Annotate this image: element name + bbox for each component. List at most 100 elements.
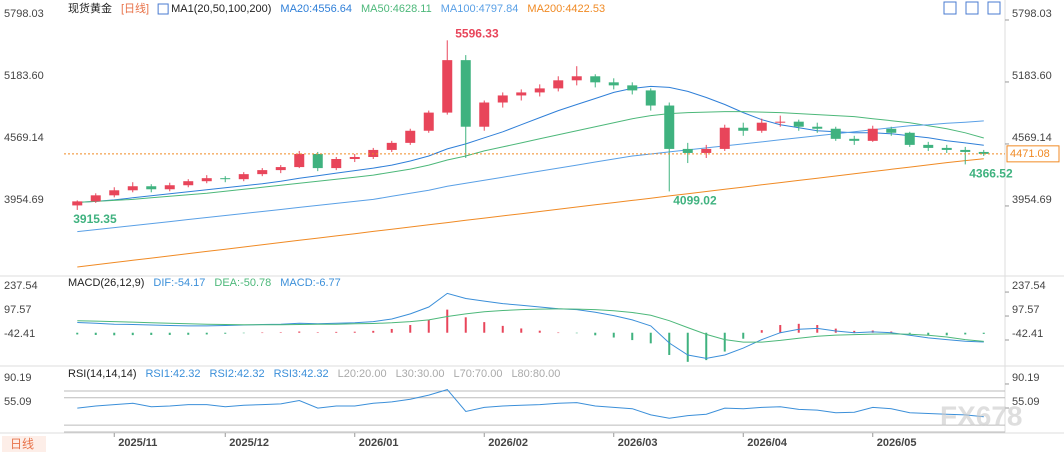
- legend-text: L20:20.00: [338, 368, 387, 380]
- legend-text: MA200:4422.53: [527, 3, 605, 15]
- candle-body: [793, 121, 804, 127]
- macd-bar: [538, 330, 541, 333]
- y-tick-label: 5183.60: [4, 70, 44, 82]
- y-tick-label: 90.19: [4, 372, 32, 384]
- candle-body: [386, 142, 397, 150]
- candle-body: [201, 178, 212, 182]
- candle-body: [812, 126, 823, 129]
- y-tick-label: 55.09: [4, 396, 32, 408]
- macd-bar: [390, 328, 393, 333]
- candle-body: [978, 151, 989, 154]
- y-tick-label: 5798.03: [1012, 8, 1052, 20]
- y-tick-label: -42.41: [4, 328, 35, 340]
- macd-bar: [187, 332, 190, 335]
- series-line: [77, 292, 984, 359]
- y-tick-label: 55.09: [1012, 396, 1040, 408]
- series-line: [77, 111, 984, 203]
- tool-button[interactable]: [965, 1, 979, 15]
- legend-text: DIF:-54.17: [153, 277, 205, 289]
- candle-body: [590, 76, 601, 83]
- candle-body: [516, 92, 527, 96]
- candle-body: [312, 153, 323, 169]
- macd-bar: [779, 325, 782, 333]
- macd-bar: [335, 331, 338, 333]
- candle-body: [830, 128, 841, 139]
- indicator-icon: [157, 3, 169, 15]
- x-tick-label: 2026/01: [359, 437, 399, 449]
- legend-text: MA100:4797.84: [441, 3, 519, 15]
- watermark: FX678: [940, 400, 1023, 431]
- y-tick-label: -42.41: [1012, 328, 1043, 340]
- macd-bar: [927, 332, 930, 336]
- macd-bar: [520, 328, 523, 333]
- candle-body: [442, 60, 453, 113]
- candle-body: [627, 85, 638, 91]
- macd-bar: [113, 332, 116, 336]
- macd-bar: [668, 332, 671, 355]
- candle-body: [127, 186, 138, 191]
- macd-bar: [853, 330, 856, 333]
- candle-body: [756, 122, 767, 131]
- candle-body: [534, 88, 545, 93]
- macd-bar: [409, 325, 412, 333]
- macd-bar: [631, 332, 634, 341]
- macd-bar: [446, 309, 449, 333]
- macd-bar: [372, 330, 375, 333]
- legend-text: MA1(20,50,100,200): [171, 3, 271, 15]
- macd-bar: [427, 319, 430, 333]
- legend-text: RSI3:42.32: [274, 368, 329, 380]
- candle-body: [405, 130, 416, 143]
- candle-body: [775, 121, 786, 123]
- macd-bar: [279, 332, 282, 333]
- legend-text: RSI1:42.32: [145, 368, 200, 380]
- candle-body: [220, 178, 231, 180]
- period-button[interactable]: 日线: [10, 437, 34, 451]
- candle-body: [904, 132, 915, 145]
- tool-button[interactable]: [943, 1, 957, 15]
- macd-bar: [982, 332, 985, 334]
- y-tick-label: 5798.03: [4, 8, 44, 20]
- macd-bar: [686, 332, 689, 362]
- macd-bar: [501, 325, 504, 333]
- x-tick-label: 2025/11: [118, 437, 157, 449]
- macd-bar: [649, 332, 652, 344]
- macd-bar: [168, 332, 171, 335]
- macd-bar: [224, 332, 227, 334]
- candle-body: [571, 76, 582, 81]
- macd-bar: [612, 332, 615, 338]
- low-annotation: 4099.02: [673, 194, 717, 208]
- series-line: [77, 308, 984, 343]
- legend-text: MACD(26,12,9): [68, 277, 144, 289]
- candle-body: [867, 128, 878, 141]
- last-price-label: 4471.08: [1010, 148, 1050, 160]
- macd-bar: [723, 332, 726, 352]
- x-tick-label: 2026/03: [618, 437, 658, 449]
- macd-bar: [760, 330, 763, 333]
- candle-body: [664, 105, 675, 149]
- macd-bar: [298, 331, 301, 333]
- candle-body: [645, 90, 656, 106]
- last-price-tag: [1006, 145, 1060, 163]
- x-tick-label: 2026/04: [747, 437, 788, 449]
- toolbar[interactable]: [943, 1, 1001, 15]
- high-annotation: 5596.33: [455, 27, 499, 41]
- macd-bar: [890, 331, 893, 333]
- period-button-bg[interactable]: [2, 436, 46, 452]
- macd-bar: [483, 322, 486, 333]
- macd-bar: [150, 332, 153, 335]
- macd-bar: [94, 332, 97, 335]
- candle-body: [960, 149, 971, 152]
- candle-body: [275, 167, 286, 171]
- y-tick-label: 237.54: [1012, 280, 1046, 292]
- y-tick-label: 90.19: [1012, 372, 1040, 384]
- macd-bar: [705, 332, 708, 361]
- legend-text: RSI(14,14,14): [68, 368, 136, 380]
- candle-body: [72, 201, 83, 206]
- low-annotation: 3915.35: [73, 212, 117, 226]
- legend-text: L70:70.00: [454, 368, 503, 380]
- macd-bar: [464, 317, 467, 333]
- candle-body: [257, 170, 268, 175]
- tool-button[interactable]: [987, 1, 1001, 15]
- candle-body: [497, 95, 508, 103]
